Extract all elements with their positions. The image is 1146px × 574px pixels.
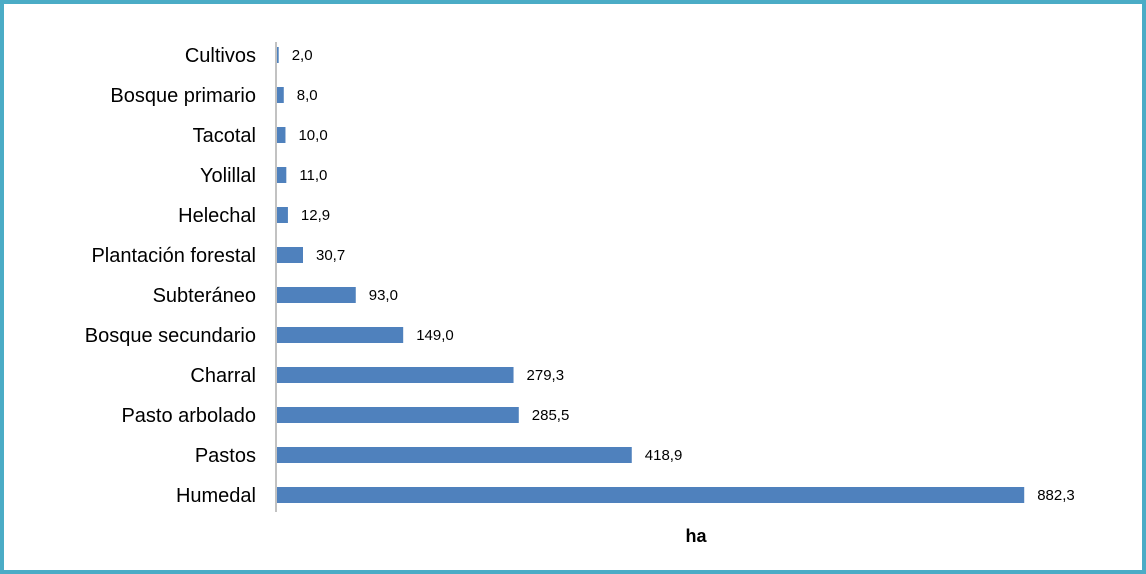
value-label: 285,5 (532, 407, 570, 424)
category-label: Subteráneo (153, 285, 256, 307)
bar-10 (277, 447, 632, 463)
bar-6 (277, 287, 356, 303)
category-label: Cultivos (185, 45, 256, 67)
bar-2 (277, 127, 286, 143)
bar-11 (277, 487, 1025, 503)
value-label: 8,0 (297, 87, 318, 104)
category-label: Helechal (178, 205, 256, 227)
bar-chart: Cultivos Bosque primario Tacotal Yolillal He… (85, 42, 1075, 546)
category-label: Pastos (195, 445, 256, 467)
value-label: 11,0 (299, 167, 327, 184)
value-label: 882,3 (1037, 487, 1075, 504)
category-label: Tacotal (193, 125, 256, 147)
value-label: 30,7 (316, 247, 345, 264)
bar-7 (277, 327, 404, 343)
bar-9 (277, 407, 519, 423)
value-label: 2,0 (292, 47, 313, 64)
category-label: Yolillal (200, 165, 256, 187)
category-label: Charral (190, 365, 256, 387)
value-label: 10,0 (298, 127, 327, 144)
value-label: 149,0 (416, 327, 454, 344)
category-label: Humedal (176, 485, 256, 507)
value-label: 93,0 (369, 287, 398, 304)
x-axis-title: ha (685, 526, 707, 546)
bar-1 (277, 87, 284, 103)
value-label: 418,9 (645, 447, 683, 464)
bar-0 (277, 47, 279, 63)
bar-4 (277, 207, 288, 223)
bar-8 (277, 367, 514, 383)
category-labels-group: Cultivos Bosque primario Tacotal Yolillal He… (85, 45, 256, 507)
value-label: 12,9 (301, 207, 330, 224)
bar-3 (277, 167, 287, 183)
bar-5 (277, 247, 303, 263)
value-label: 279,3 (527, 367, 565, 384)
category-label: Plantación forestal (91, 245, 256, 267)
category-label: Bosque secundario (85, 325, 256, 347)
bars-group (277, 47, 1025, 503)
value-labels-group: 2,0 8,0 10,0 11,0 12,9 30,7 93,0 149,0 279,3 285,… (292, 47, 1075, 504)
category-label: Pasto arbolado (121, 405, 256, 427)
category-label: Bosque primario (110, 85, 256, 107)
